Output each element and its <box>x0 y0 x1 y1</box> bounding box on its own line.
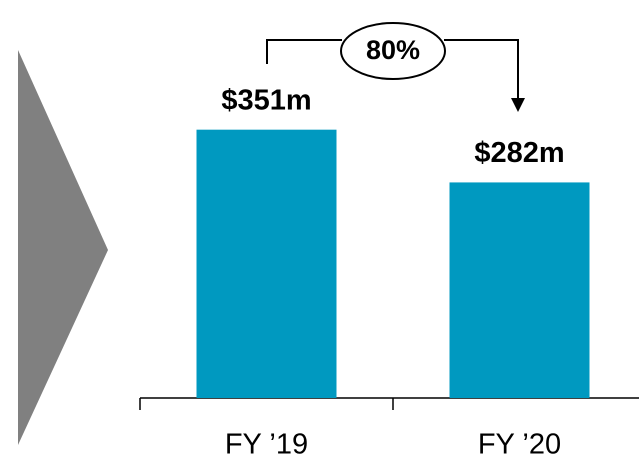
annotation: 80% <box>366 35 420 65</box>
x-tick-label: FY ’20 <box>478 429 561 461</box>
annotation-bracket <box>266 22 525 112</box>
value-label: $351m <box>221 84 311 116</box>
arrow-shape <box>18 50 108 445</box>
bar <box>196 129 337 398</box>
bar <box>449 182 590 398</box>
value-label: $282m <box>474 137 564 169</box>
x-tick-label: FY ’19 <box>225 429 308 461</box>
